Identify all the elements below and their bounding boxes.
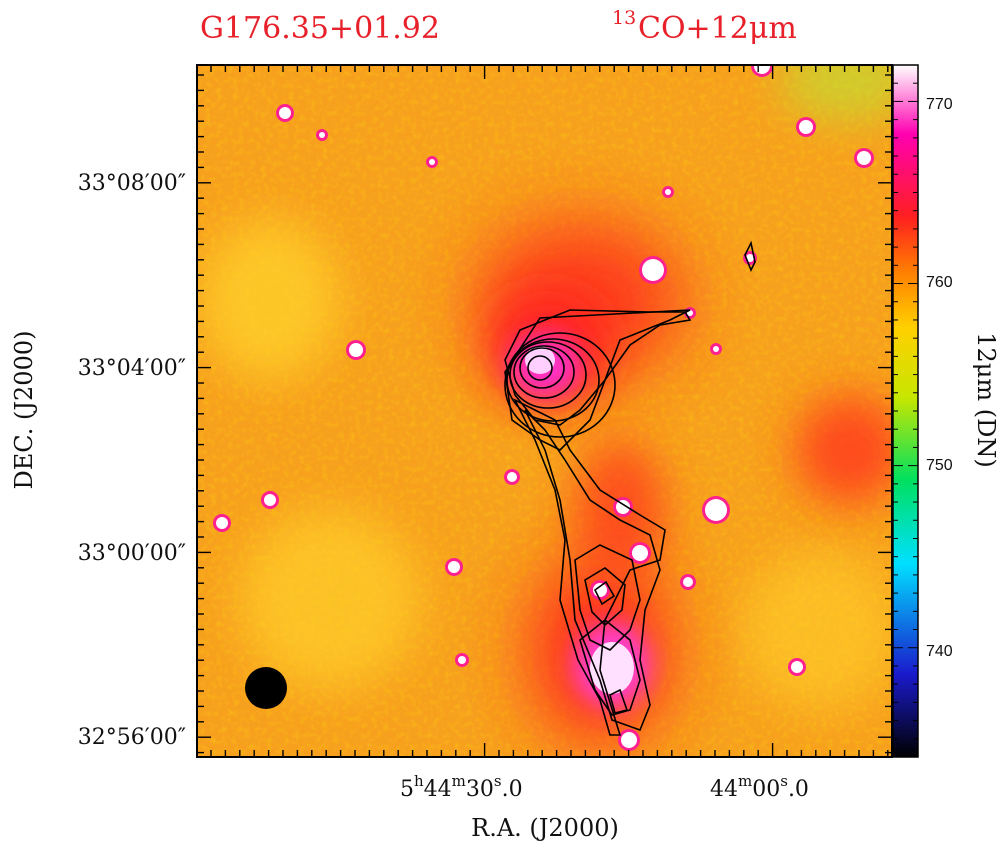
contour-clump — [574, 544, 641, 651]
x-tick-label: 44m00s.0 — [710, 772, 809, 802]
colorbar-ticks — [893, 64, 918, 758]
point-source — [621, 732, 637, 748]
plot-frame — [196, 64, 893, 758]
y-tick-label: 33°00′00″ — [78, 541, 186, 566]
contour-clump — [579, 618, 641, 716]
contour-core — [513, 345, 575, 399]
point-sources — [213, 65, 874, 751]
y-tick-label: 33°04′00″ — [78, 356, 186, 381]
title-left: G176.35+01.92 — [200, 11, 440, 46]
contour-core — [506, 338, 600, 422]
point-source — [349, 343, 363, 357]
point-source — [279, 107, 291, 119]
contour-core — [504, 332, 616, 438]
heatmap-image — [197, 65, 892, 757]
point-source — [632, 545, 648, 561]
title-right: CO+12μm — [638, 11, 797, 46]
co-contours — [504, 240, 756, 736]
contour-filament — [524, 409, 661, 732]
colorbar-tick-label: 740 — [926, 643, 953, 660]
beam-marker — [245, 667, 287, 709]
contour-extension — [504, 309, 691, 451]
point-source — [791, 661, 803, 673]
contour-filament — [513, 398, 666, 736]
point-source — [429, 159, 435, 165]
contour-clump — [609, 688, 629, 714]
y-tick-label: 32°56′00″ — [78, 725, 186, 750]
contour-isolated — [744, 240, 756, 272]
colorbar-tick-label: 750 — [926, 457, 953, 474]
point-source — [857, 151, 871, 165]
contour-core — [527, 355, 553, 381]
point-source — [642, 259, 664, 281]
x-axis-title: R.A. (J2000) — [471, 814, 619, 842]
x-tick-label: 5h44m30s.0 — [400, 772, 523, 802]
point-source — [264, 494, 276, 506]
contour-clump — [584, 567, 626, 627]
point-source — [713, 346, 719, 352]
colorbar-tick-label: 760 — [926, 274, 953, 291]
title-right-superscript: 13 — [612, 7, 636, 29]
point-source — [746, 254, 754, 262]
colorbar-title: 12μm (DN) — [972, 332, 1000, 468]
point-source — [448, 561, 460, 573]
axis-ticks — [197, 65, 892, 757]
point-source — [458, 656, 466, 664]
point-source — [799, 120, 813, 134]
point-source — [683, 577, 693, 587]
y-axis-title: DEC. (J2000) — [10, 331, 38, 490]
point-source — [665, 189, 671, 195]
colorbar-tick-label: 770 — [926, 96, 953, 113]
point-source — [705, 499, 727, 521]
point-source — [507, 472, 517, 482]
point-source — [616, 500, 630, 514]
y-tick-label: 33°08′00″ — [78, 171, 186, 196]
point-source — [216, 517, 228, 529]
contour-clump — [593, 580, 616, 606]
contour-core — [519, 347, 565, 389]
point-source — [319, 132, 325, 138]
